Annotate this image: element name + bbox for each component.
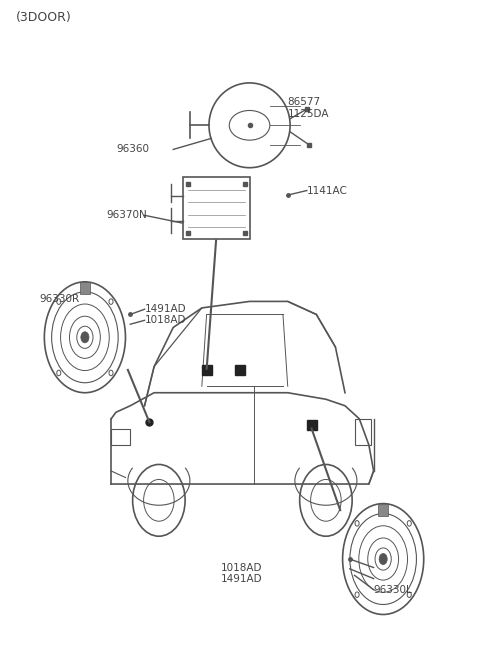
Bar: [183, 178, 250, 240]
Text: 96370N: 96370N: [107, 210, 147, 220]
Bar: [378, 504, 388, 515]
Text: 1125DA: 1125DA: [288, 109, 329, 119]
Bar: [355, 419, 371, 445]
Text: 86577: 86577: [288, 98, 321, 107]
Text: 1491AD: 1491AD: [144, 304, 186, 314]
Circle shape: [379, 553, 387, 565]
Bar: [80, 282, 90, 294]
Text: 96360: 96360: [116, 145, 149, 155]
Circle shape: [81, 331, 89, 343]
Text: 1141AC: 1141AC: [307, 185, 348, 196]
Text: 1491AD: 1491AD: [221, 574, 263, 584]
Text: 1018AD: 1018AD: [144, 315, 186, 326]
Text: (3DOOR): (3DOOR): [16, 11, 72, 24]
Bar: [111, 428, 130, 445]
Text: 96330R: 96330R: [39, 295, 80, 305]
Text: 1018AD: 1018AD: [221, 563, 263, 572]
Text: 96330L: 96330L: [373, 585, 412, 595]
